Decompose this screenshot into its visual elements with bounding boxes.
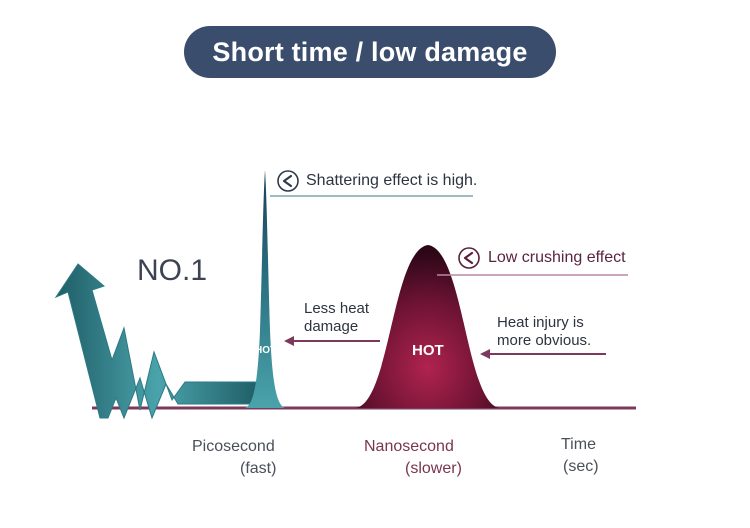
picosecond-label-line1: Picosecond: [192, 438, 275, 455]
heat-injury-arrow: [480, 349, 606, 359]
nanosecond-label-line1: Nanosecond: [364, 438, 454, 455]
heat-injury-label-line1: Heat injury is: [497, 314, 584, 331]
less-heat-label-line2: damage: [304, 318, 359, 335]
nanosecond-peak: [355, 245, 500, 408]
time-label-line1: Time: [561, 436, 596, 453]
picosecond-hot-label: HOT: [255, 345, 277, 356]
chevron-left-circle-icon: [458, 247, 480, 269]
shattering-annotation: Shattering effect is high.: [306, 172, 478, 189]
nanosecond-hot-label: HOT: [412, 342, 444, 359]
picosecond-peak: [245, 170, 285, 408]
nanosecond-label-line2: (slower): [405, 460, 462, 477]
less-heat-label-line1: Less heat: [304, 300, 370, 317]
picosecond-label-line2: (fast): [240, 460, 277, 477]
time-label-line2: (sec): [563, 458, 599, 475]
rank-badge: NO.1: [137, 254, 208, 287]
page-title: Short time / low damage: [212, 36, 528, 67]
chevron-left-circle-icon: [277, 170, 299, 192]
low-crushing-annotation: Low crushing effect: [488, 249, 626, 266]
title-banner: Short time / low damage: [184, 26, 556, 78]
less-heat-arrow: [284, 336, 380, 346]
zigzag-arrow-icon: [54, 263, 261, 420]
heat-injury-label-line2: more obvious.: [497, 332, 592, 349]
